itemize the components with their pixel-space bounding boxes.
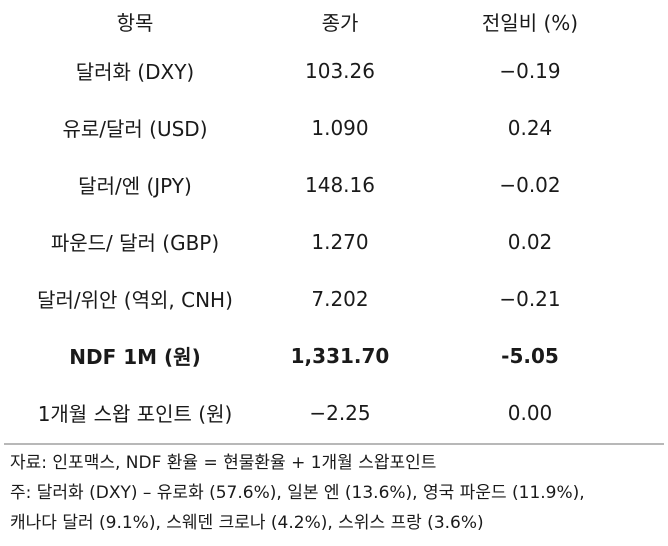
table-row: 1개월 스왑 포인트 (원) −2.25 0.00 [0, 384, 668, 441]
table-row: 달러/위안 (역외, CNH) 7.202 −0.21 [0, 270, 668, 327]
table-header-row: 항목 종가 전일비 (%) [0, 0, 668, 42]
row-item: NDF 1M (원) [69, 345, 201, 369]
row-close: 7.202 [311, 286, 369, 311]
row-item: 달러화 (DXY) [75, 60, 195, 84]
row-change: −0.21 [499, 286, 561, 311]
row-close: 148.16 [305, 172, 375, 197]
row-change: 0.24 [507, 115, 553, 140]
row-change: 0.00 [507, 400, 553, 425]
row-item: 1개월 스왑 포인트 (원) [37, 402, 233, 426]
header-close: 종가 [321, 10, 359, 35]
row-close: 103.26 [305, 58, 375, 83]
row-close: −2.25 [309, 400, 371, 425]
table-row: 달러/엔 (JPY) 148.16 −0.02 [0, 156, 668, 213]
row-item: 유로/달러 (USD) [62, 117, 208, 141]
table-divider [4, 443, 664, 445]
row-close: 1.270 [311, 229, 369, 254]
row-change: -5.05 [501, 343, 559, 368]
row-close: 1.090 [311, 115, 369, 140]
header-change: 전일비 (%) [481, 10, 579, 35]
row-item: 달러/엔 (JPY) [78, 174, 192, 198]
row-close: 1,331.70 [290, 343, 390, 368]
row-item: 파운드/ 달러 (GBP) [50, 231, 220, 255]
row-change: −0.19 [499, 58, 561, 83]
row-item: 달러/위안 (역외, CNH) [37, 288, 233, 312]
table-row: NDF 1M (원) 1,331.70 -5.05 [0, 327, 668, 384]
footnotes: 자료: 인포맥스, NDF 환율 = 현물환율 + 1개월 스왑포인트 주: 달… [10, 448, 665, 538]
composition-note-line-2: 캐나다 달러 (9.1%), 스웨덴 크로나 (4.2%), 스위스 프랑 (3… [10, 513, 484, 533]
table-row: 달러화 (DXY) 103.26 −0.19 [0, 42, 668, 99]
row-change: 0.02 [507, 229, 553, 254]
table-body: 달러화 (DXY) 103.26 −0.19 유로/달러 (USD) 1.090 0.24… [0, 42, 668, 441]
table-row: 유로/달러 (USD) 1.090 0.24 [0, 99, 668, 156]
header-item: 항목 [116, 10, 154, 35]
composition-note-line-1: 주: 달러화 (DXY) – 유로화 (57.6%), 일본 엔 (13.6%)… [10, 483, 585, 503]
source-note: 자료: 인포맥스, NDF 환율 = 현물환율 + 1개월 스왑포인트 [10, 453, 437, 473]
row-change: −0.02 [499, 172, 561, 197]
table-row: 파운드/ 달러 (GBP) 1.270 0.02 [0, 213, 668, 270]
fx-table: 항목 종가 전일비 (%) 달러화 (DXY) 103.26 −0.19 유로/달러 … [0, 0, 668, 441]
